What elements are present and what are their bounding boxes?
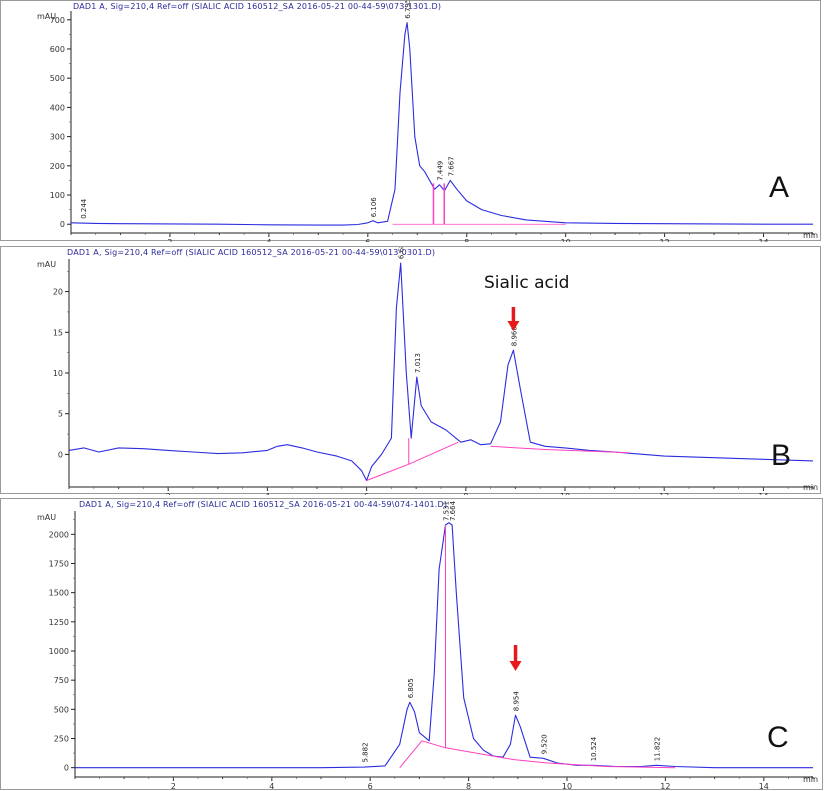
arrow-head [509,661,522,671]
peak-label: 8.954 [513,691,521,712]
x-tick-label: 10 [561,238,571,242]
panel-b-plot: 2 4 6 8 10 12 14 0 5 10 15 20 6.688 7.013 8.960 [53,247,814,495]
signal-line [75,522,813,769]
signal-line [68,262,814,482]
peak-label: 11.822 [654,737,662,762]
peak-label: 6.688 [398,247,406,259]
peak-label: 6.106 [370,197,378,218]
y-tick-label: 750 [54,676,69,685]
panel-c-ylabel: mAU [37,513,57,522]
x-tick-label: 4 [269,782,274,791]
y-tick-label: 1750 [49,560,69,569]
peak-label: 7.664 [449,500,457,521]
y-tick-label: 1000 [49,647,69,656]
sialic-acid-annotation: Sialic acid [484,273,570,293]
x-tick-label: 12 [660,782,670,791]
y-tick-label: 2000 [49,530,69,539]
y-tick-label: 500 [50,74,65,83]
peak-label: 6.805 [407,678,415,698]
x-tick-label: 6 [368,782,373,791]
x-tick-label: 8 [463,492,468,495]
y-tick-label: 600 [50,45,65,54]
panel-a-title: DAD1 A, Sig=210,4 Ref=off (SIALIC ACID 1… [73,2,442,11]
x-tick-label: 6 [364,492,369,495]
panel-a-xlabel: min [803,231,819,240]
x-tick-label: 10 [560,492,570,495]
x-tick-label: 12 [660,238,670,242]
y-tick-label: 400 [50,103,65,112]
signal-line [70,22,813,226]
peak-label: 8.960 [510,326,518,346]
x-tick-label: 8 [466,782,471,791]
chart-panel-a: DAD1 A, Sig=210,4 Ref=off (SIALIC ACID 1… [0,0,821,242]
y-tick-label: 250 [54,735,69,744]
peak-label: 7.449 [437,161,445,181]
y-tick-label: 5 [58,410,63,419]
chart-panel-b: DAD1 A, Sig=210,4 Ref=off (SIALIC ACID 1… [0,246,821,495]
y-tick-label: 10 [53,369,63,378]
y-tick-label: 0 [60,220,65,229]
panel-b-title: DAD1 A, Sig=210,4 Ref=off (SIALIC ACID 1… [67,248,436,257]
peak-label: 9.520 [540,734,548,754]
chart-panel-c: DAD1 A, Sig=210,4 Ref=off (SIALIC ACID 1… [0,498,823,791]
peak-label: 0.244 [80,198,88,219]
x-tick-label: 14 [758,238,768,242]
panel-c-letter: C [767,721,789,754]
panel-a-plot: 2 4 6 8 10 12 14 0 100 200 300 400 500 600 700 0.244 6.1… [50,1,814,242]
panel-b-ylabel: mAU [37,260,57,269]
baseline-line [366,441,459,481]
y-tick-label: 15 [53,328,63,337]
peak-label: 5.882 [361,742,369,762]
y-tick-label: 300 [50,133,65,142]
panel-b-letter: B [771,439,792,472]
peak-label: 7.667 [447,156,455,176]
panel-c-title: DAD1 A, Sig=210,4 Ref=off (SIALIC ACID 1… [79,500,448,509]
x-tick-label: 14 [758,492,768,495]
y-tick-label: 100 [50,191,65,200]
x-tick-label: 6 [365,238,370,242]
x-tick-label: 2 [167,238,172,242]
y-tick-label: 20 [53,288,63,297]
panel-a-letter: A [769,171,790,204]
y-tick-label: 0 [64,764,69,773]
x-tick-label: 4 [266,238,271,242]
baseline-line [399,740,676,769]
y-tick-label: 1250 [49,618,69,627]
panel-c-plot: 2 4 6 8 10 12 14 0 250 500 750 1000 1250 1500 1750 2000… [49,500,814,791]
panel-a-ylabel: mAU [37,12,57,21]
arrow-head [507,321,520,331]
x-tick-label: 2 [171,782,176,791]
peak-label: 6.795 [404,1,412,19]
peak-label: 10.524 [590,736,598,761]
peak-label: 7.531 [443,501,451,521]
panel-c-xlabel: min [803,775,819,784]
baseline-line [490,445,630,454]
y-tick-label: 500 [54,705,69,714]
y-tick-label: 700 [50,16,65,25]
x-tick-label: 12 [659,492,669,495]
x-tick-label: 14 [759,782,769,791]
y-tick-label: 0 [58,450,63,459]
y-tick-label: 1500 [49,589,69,598]
x-tick-label: 8 [464,238,469,242]
x-tick-label: 4 [265,492,270,495]
peak-label: 7.013 [414,353,422,373]
x-tick-label: 10 [562,782,572,791]
y-tick-label: 200 [50,162,65,171]
x-tick-label: 2 [166,492,171,495]
